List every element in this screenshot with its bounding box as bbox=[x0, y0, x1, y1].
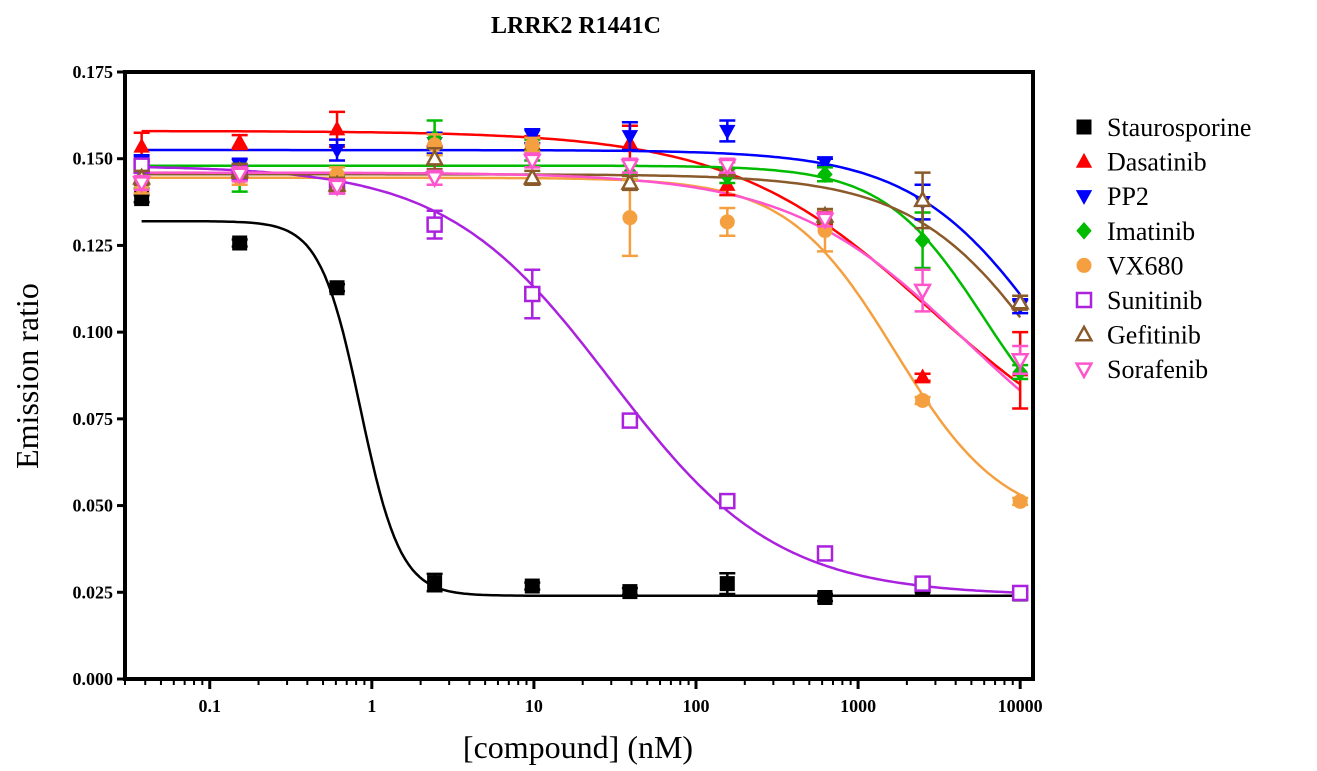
fit-curve-sorafenib bbox=[141, 171, 1022, 392]
legend-marker-dasatinib bbox=[1075, 152, 1093, 168]
point-vx680 bbox=[1012, 493, 1028, 509]
point-sorafenib bbox=[132, 176, 152, 194]
legend-marker-staurosporine bbox=[1076, 119, 1092, 135]
legend-label: Sorafenib bbox=[1107, 355, 1208, 384]
point-sorafenib bbox=[620, 158, 640, 176]
x-tick-label: 10 bbox=[525, 696, 543, 716]
x-axis: 0.1 1 10 100 1000 10000 bbox=[124, 679, 1043, 716]
point-sunitinib bbox=[719, 492, 736, 510]
point-sunitinib bbox=[621, 412, 639, 429]
point-sunitinib bbox=[1011, 584, 1029, 602]
point-imatinib bbox=[817, 165, 833, 184]
point-gefitinib bbox=[522, 167, 542, 185]
point-vx680 bbox=[719, 214, 735, 230]
y-tick-label: 0.075 bbox=[73, 409, 114, 429]
point-sorafenib bbox=[717, 158, 737, 176]
point-gefitinib bbox=[620, 172, 640, 190]
point-staurosporine bbox=[232, 235, 248, 251]
point-pp2 bbox=[621, 130, 639, 145]
point-dasatinib bbox=[133, 137, 150, 153]
y-tick-label: 0.000 bbox=[73, 669, 114, 689]
fit-curves bbox=[141, 129, 1022, 598]
plot-frame bbox=[123, 70, 1035, 681]
x-tick-label: 1000 bbox=[840, 696, 876, 716]
point-staurosporine bbox=[817, 589, 833, 605]
point-sunitinib bbox=[914, 575, 931, 592]
y-tick-label: 0.100 bbox=[73, 322, 114, 342]
legend-marker-sunitinib bbox=[1075, 291, 1093, 309]
point-pp2 bbox=[719, 124, 736, 140]
legend-marker-vx680 bbox=[1076, 257, 1092, 273]
point-sorafenib bbox=[522, 153, 542, 171]
legend-label: VX680 bbox=[1107, 251, 1184, 280]
legend-label: PP2 bbox=[1107, 182, 1149, 211]
point-staurosporine bbox=[427, 575, 443, 591]
point-staurosporine bbox=[524, 578, 540, 594]
fit-curve-staurosporine bbox=[141, 219, 1021, 598]
point-gefitinib bbox=[913, 190, 933, 208]
point-gefitinib bbox=[425, 148, 445, 166]
point-imatinib bbox=[914, 231, 931, 250]
point-sorafenib bbox=[327, 179, 347, 197]
legend-label: Staurosporine bbox=[1107, 113, 1251, 142]
point-sunitinib bbox=[816, 545, 834, 562]
point-sorafenib bbox=[230, 167, 250, 185]
y-tick-label: 0.125 bbox=[73, 235, 114, 255]
fit-curve-pp2 bbox=[141, 148, 1022, 296]
point-staurosporine bbox=[622, 584, 638, 600]
point-staurosporine bbox=[329, 280, 345, 296]
point-sunitinib bbox=[426, 216, 443, 233]
legend: Staurosporine Dasatinib PP2 Imatinib VX680 Su… bbox=[1074, 113, 1251, 384]
x-tick-label: 0.1 bbox=[198, 696, 221, 716]
x-tick-label: 100 bbox=[682, 696, 709, 716]
legend-label: Dasatinib bbox=[1107, 148, 1207, 177]
data-points bbox=[132, 110, 1030, 605]
legend-marker-pp2 bbox=[1075, 190, 1093, 205]
legend-label: Gefitinib bbox=[1107, 321, 1201, 350]
y-tick-label: 0.150 bbox=[73, 149, 114, 169]
legend-marker-sorafenib bbox=[1074, 362, 1094, 380]
point-sorafenib bbox=[1010, 353, 1030, 371]
point-dasatinib bbox=[914, 368, 931, 384]
point-staurosporine bbox=[719, 576, 735, 592]
point-gefitinib bbox=[1010, 292, 1030, 310]
point-vx680 bbox=[524, 137, 540, 153]
point-pp2 bbox=[328, 143, 346, 159]
point-sunitinib bbox=[524, 285, 541, 303]
point-vx680 bbox=[622, 210, 638, 226]
legend-label: Imatinib bbox=[1107, 217, 1195, 246]
fit-curve-gefitinib bbox=[141, 173, 1022, 319]
y-axis-title: Emission ratio bbox=[9, 283, 45, 469]
y-tick-label: 0.050 bbox=[73, 496, 114, 516]
fit-curve-vx680 bbox=[141, 176, 1021, 496]
fit-curve-imatinib bbox=[141, 164, 1022, 372]
point-sorafenib bbox=[425, 170, 445, 189]
legend-marker-imatinib bbox=[1076, 221, 1092, 240]
point-sorafenib bbox=[913, 283, 933, 301]
legend-marker-gefitinib bbox=[1074, 324, 1094, 342]
y-axis: 0.000 0.025 0.050 0.075 0.100 0.125 0.150 0.175 bbox=[73, 62, 125, 689]
x-axis-title: [compound] (nM) bbox=[463, 729, 693, 765]
y-tick-label: 0.025 bbox=[73, 582, 114, 602]
point-sorafenib bbox=[815, 212, 835, 230]
chart-title: LRRK2 R1441C bbox=[491, 13, 661, 39]
point-dasatinib bbox=[328, 120, 346, 136]
point-vx680 bbox=[915, 392, 931, 408]
y-tick-label: 0.175 bbox=[73, 62, 114, 82]
x-tick-label: 10000 bbox=[998, 696, 1043, 716]
point-pp2 bbox=[816, 156, 834, 171]
x-tick-label: 1 bbox=[367, 696, 376, 716]
fit-curve-sunitinib bbox=[141, 165, 1021, 594]
point-dasatinib bbox=[231, 133, 248, 149]
fit-curve-dasatinib bbox=[141, 129, 1021, 386]
legend-label: Sunitinib bbox=[1107, 286, 1202, 315]
